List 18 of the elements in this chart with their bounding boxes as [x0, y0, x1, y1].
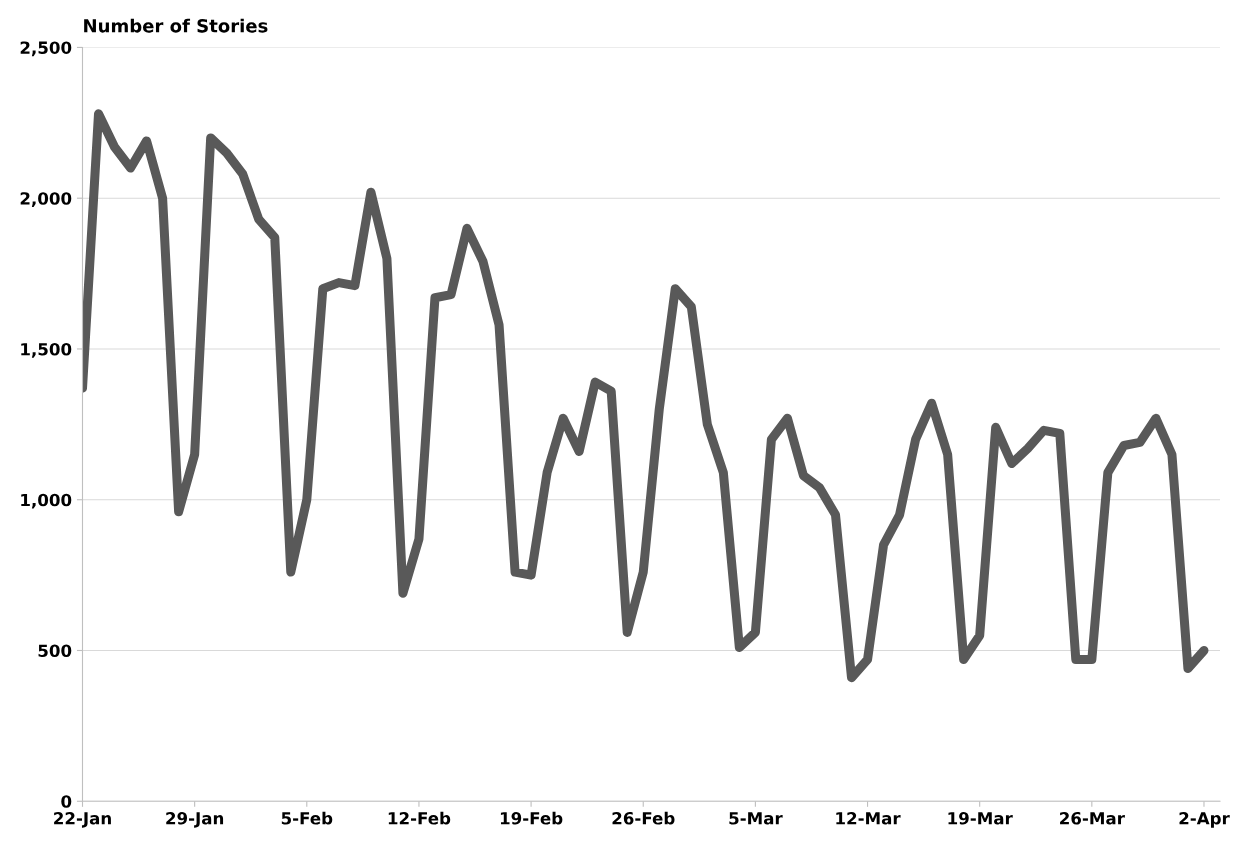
x-tick-label: 26-Feb: [612, 811, 675, 825]
y-tick-label: 1,500: [21, 342, 72, 358]
y-tick-label: 1,000: [21, 493, 72, 509]
x-tick-label: 2-Apr: [1179, 811, 1230, 828]
x-tick-label: 5-Mar: [729, 812, 783, 825]
x-tick-label: 29-Jan: [166, 811, 224, 828]
y-tick-label: 2,000: [20, 192, 72, 207]
x-tick-label: 5-Feb: [281, 811, 333, 825]
y-tick-label: 0: [61, 795, 72, 808]
y-tick-label: 500: [38, 644, 72, 658]
x-tick-label: 12-Feb: [388, 811, 451, 825]
x-tick-label: 12-Mar: [836, 811, 901, 825]
y-tick-label: 2,500: [20, 41, 72, 57]
x-tick-label: 19-Mar: [948, 811, 1013, 825]
x-tick-label: 22-Jan: [54, 811, 111, 828]
x-tick-label: 26-Mar: [1060, 811, 1125, 825]
y-axis-title: Number of Stories: [84, 18, 268, 33]
x-tick-label: 19-Feb: [500, 811, 563, 825]
